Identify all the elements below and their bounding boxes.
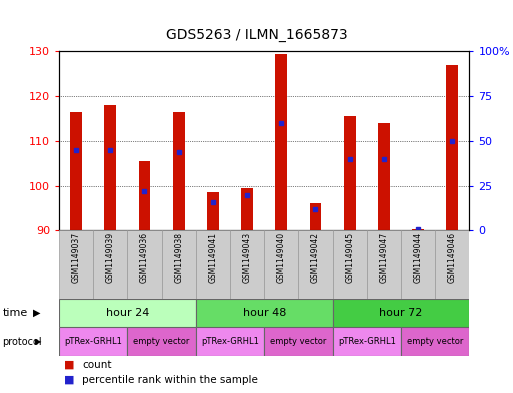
Bar: [162, 230, 196, 299]
Bar: [70, 112, 82, 230]
Text: GSM1149039: GSM1149039: [106, 232, 115, 283]
Text: GDS5263 / ILMN_1665873: GDS5263 / ILMN_1665873: [166, 28, 347, 42]
Text: empty vector: empty vector: [407, 337, 463, 346]
Bar: [127, 327, 196, 356]
Text: GSM1149045: GSM1149045: [345, 232, 354, 283]
Bar: [264, 327, 332, 356]
Bar: [401, 327, 469, 356]
Text: protocol: protocol: [3, 336, 42, 347]
Text: ■: ■: [64, 375, 74, 385]
Bar: [59, 327, 127, 356]
Bar: [275, 54, 287, 230]
Text: pTRex-GRHL1: pTRex-GRHL1: [64, 337, 122, 346]
Bar: [264, 230, 299, 299]
Bar: [378, 123, 390, 230]
Bar: [59, 299, 196, 327]
Text: hour 72: hour 72: [379, 308, 423, 318]
Text: hour 24: hour 24: [106, 308, 149, 318]
Text: ▶: ▶: [33, 308, 41, 318]
Text: GSM1149042: GSM1149042: [311, 232, 320, 283]
Text: GSM1149040: GSM1149040: [277, 232, 286, 283]
Bar: [309, 204, 322, 230]
Text: empty vector: empty vector: [270, 337, 327, 346]
Bar: [299, 230, 332, 299]
Bar: [196, 230, 230, 299]
Bar: [207, 192, 219, 230]
Bar: [173, 112, 185, 230]
Text: GSM1149038: GSM1149038: [174, 232, 183, 283]
Bar: [332, 299, 469, 327]
Bar: [196, 299, 332, 327]
Bar: [344, 116, 356, 230]
Text: empty vector: empty vector: [133, 337, 190, 346]
Bar: [196, 327, 264, 356]
Bar: [59, 230, 93, 299]
Text: ■: ■: [64, 360, 74, 370]
Text: pTRex-GRHL1: pTRex-GRHL1: [338, 337, 396, 346]
Text: GSM1149047: GSM1149047: [380, 232, 388, 283]
Bar: [127, 230, 162, 299]
Text: GSM1149041: GSM1149041: [208, 232, 218, 283]
Text: GSM1149036: GSM1149036: [140, 232, 149, 283]
Text: ▶: ▶: [35, 337, 42, 346]
Text: GSM1149043: GSM1149043: [243, 232, 251, 283]
Bar: [139, 161, 150, 230]
Text: GSM1149044: GSM1149044: [413, 232, 423, 283]
Bar: [332, 327, 401, 356]
Text: pTRex-GRHL1: pTRex-GRHL1: [201, 337, 259, 346]
Text: GSM1149037: GSM1149037: [72, 232, 81, 283]
Text: hour 48: hour 48: [243, 308, 286, 318]
Bar: [446, 65, 458, 230]
Text: GSM1149046: GSM1149046: [448, 232, 457, 283]
Bar: [241, 188, 253, 230]
Bar: [435, 230, 469, 299]
Bar: [401, 230, 435, 299]
Bar: [230, 230, 264, 299]
Bar: [93, 230, 127, 299]
Bar: [104, 105, 116, 230]
Text: percentile rank within the sample: percentile rank within the sample: [82, 375, 258, 385]
Text: time: time: [3, 308, 28, 318]
Text: count: count: [82, 360, 112, 370]
Bar: [332, 230, 367, 299]
Bar: [367, 230, 401, 299]
